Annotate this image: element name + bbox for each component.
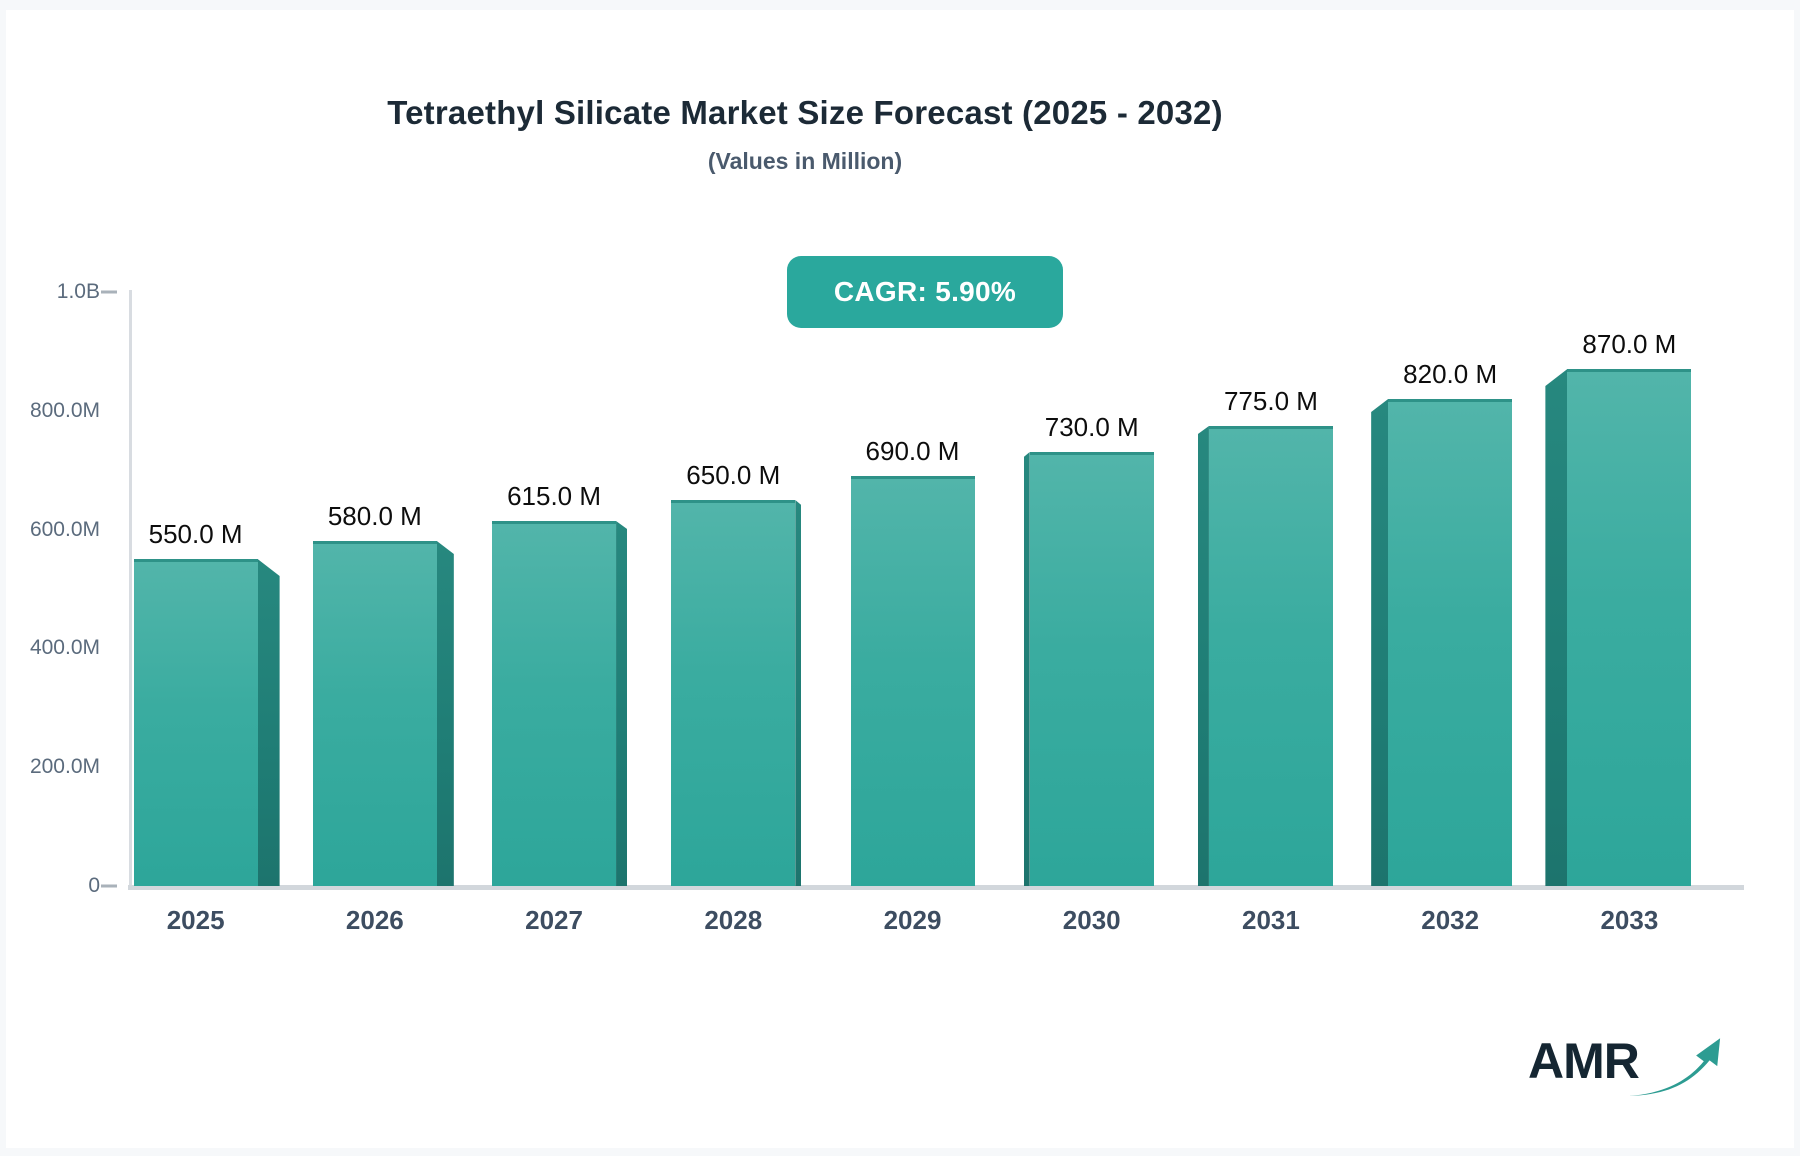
bar <box>1029 452 1154 886</box>
bar-value-label: 690.0 M <box>865 436 960 466</box>
y-axis-tick-label: 0 <box>88 874 100 897</box>
y-axis-tick-label: 400.0M <box>29 636 100 660</box>
bar <box>1208 426 1333 886</box>
bar-value-label: 730.0 M <box>1044 412 1139 442</box>
chart-title: Tetraethyl Silicate Market Size Forecast… <box>387 94 1223 131</box>
bar-3d-side <box>616 521 628 886</box>
bar <box>312 541 437 886</box>
bar-3d-side <box>1371 399 1389 886</box>
bar <box>1388 399 1513 886</box>
bar-3d-side <box>1197 426 1209 886</box>
y-axis-tick-label: 800.0M <box>29 398 100 422</box>
chart-subtitle: (Values in Million) <box>707 148 903 174</box>
bar-3d-side <box>1545 369 1568 886</box>
y-axis-line <box>129 290 132 888</box>
cagr-badge-label: CAGR: 5.90% <box>833 276 1017 307</box>
bar-group-2032 <box>1371 399 1513 886</box>
x-axis-label-2029: 2029 <box>883 905 942 935</box>
bar-group-2033 <box>1545 369 1692 886</box>
bar-group-2028 <box>671 500 802 886</box>
bar-group-2030 <box>1023 452 1154 886</box>
bar-value-label: 580.0 M <box>327 501 422 531</box>
bar <box>133 559 258 886</box>
bar-group-2029 <box>850 476 975 886</box>
bar <box>1567 369 1692 886</box>
cagr-badge: CAGR: 5.90% <box>787 256 1063 328</box>
x-axis-label-2028: 2028 <box>704 905 763 935</box>
bar-group-2031 <box>1197 426 1333 886</box>
amr-logo: AMR <box>1528 1036 1723 1104</box>
x-axis-label-2030: 2030 <box>1062 905 1121 935</box>
y-axis-tick-label: 600.0M <box>29 517 100 541</box>
x-axis-label-2033: 2033 <box>1600 905 1659 935</box>
plot-area <box>106 292 1719 886</box>
y-axis-tick-label: 1.0B <box>56 280 100 303</box>
x-axis-label-2032: 2032 <box>1421 905 1480 935</box>
amr-logo-text: AMR <box>1528 1033 1640 1089</box>
x-axis-label-2026: 2026 <box>345 905 404 935</box>
y-axis-tick-label: 200.0M <box>29 755 100 779</box>
bar-3d-side <box>257 559 280 886</box>
y-axis-tick-mark <box>101 290 117 294</box>
bar-value-label: 820.0 M <box>1403 359 1498 389</box>
x-axis-label-2027: 2027 <box>525 905 583 935</box>
bar-value-label: 870.0 M <box>1582 329 1677 359</box>
bar-group-2026 <box>312 541 454 886</box>
y-axis-tick-mark <box>101 884 117 888</box>
bar-group-2025 <box>133 559 280 886</box>
bar-value-label: 650.0 M <box>686 460 781 490</box>
bar <box>492 521 617 886</box>
x-axis-label-2025: 2025 <box>166 905 225 935</box>
x-axis-label-2031: 2031 <box>1242 905 1300 935</box>
bar <box>671 500 796 886</box>
bar-3d-side <box>1023 452 1030 886</box>
x-axis-line <box>128 885 1744 890</box>
trend-arrow-icon <box>1628 1038 1720 1096</box>
bar-3d-side <box>436 541 454 886</box>
bar <box>850 476 975 886</box>
bar-value-label: 615.0 M <box>507 481 602 511</box>
bar-group-2027 <box>492 521 628 886</box>
bar-value-label: 775.0 M <box>1223 386 1318 416</box>
bar-value-label: 550.0 M <box>148 519 243 549</box>
bar-3d-side <box>795 500 802 886</box>
